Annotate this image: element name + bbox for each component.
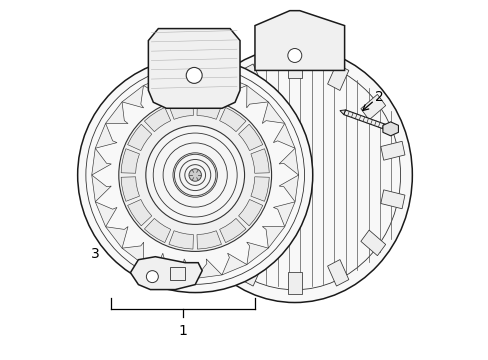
Polygon shape (240, 260, 262, 286)
Polygon shape (380, 141, 404, 160)
Circle shape (145, 126, 244, 224)
Polygon shape (122, 242, 143, 265)
Polygon shape (197, 101, 221, 119)
Polygon shape (184, 190, 208, 209)
Polygon shape (168, 101, 193, 119)
Polygon shape (327, 64, 348, 90)
Polygon shape (380, 190, 404, 209)
Polygon shape (246, 85, 268, 108)
Polygon shape (273, 123, 294, 148)
Polygon shape (203, 94, 228, 120)
Circle shape (186, 67, 202, 84)
Polygon shape (105, 226, 128, 248)
Polygon shape (240, 64, 262, 90)
Polygon shape (339, 110, 345, 114)
Polygon shape (121, 149, 139, 173)
Polygon shape (92, 175, 111, 202)
Polygon shape (360, 230, 385, 256)
Polygon shape (262, 226, 284, 248)
Polygon shape (195, 72, 222, 91)
Polygon shape (262, 102, 284, 123)
Polygon shape (238, 124, 262, 150)
Polygon shape (122, 85, 143, 108)
Ellipse shape (177, 48, 411, 302)
Polygon shape (168, 231, 193, 249)
Polygon shape (143, 253, 168, 275)
Polygon shape (254, 11, 344, 71)
Polygon shape (343, 110, 387, 130)
Polygon shape (121, 177, 139, 201)
Polygon shape (279, 148, 298, 175)
Text: 1: 1 (178, 324, 187, 338)
Polygon shape (279, 175, 298, 202)
Polygon shape (287, 273, 301, 294)
Polygon shape (327, 260, 348, 286)
Circle shape (119, 99, 271, 251)
Polygon shape (184, 141, 208, 160)
Polygon shape (168, 259, 195, 278)
Polygon shape (250, 177, 269, 201)
Polygon shape (168, 72, 195, 91)
Polygon shape (130, 257, 202, 289)
Polygon shape (148, 28, 240, 108)
Polygon shape (92, 148, 111, 175)
Polygon shape (246, 242, 268, 265)
Polygon shape (203, 230, 228, 256)
Text: 3: 3 (91, 247, 100, 261)
Polygon shape (360, 94, 385, 120)
Circle shape (188, 169, 201, 181)
Polygon shape (273, 202, 294, 227)
Polygon shape (219, 219, 245, 243)
Polygon shape (222, 75, 246, 97)
Polygon shape (197, 231, 221, 249)
Polygon shape (222, 253, 246, 275)
Polygon shape (95, 123, 117, 148)
Polygon shape (95, 202, 117, 227)
Polygon shape (219, 107, 245, 132)
Circle shape (78, 58, 312, 293)
Circle shape (287, 49, 301, 62)
Polygon shape (195, 259, 222, 278)
Polygon shape (143, 75, 168, 97)
Polygon shape (144, 219, 170, 243)
Polygon shape (144, 107, 170, 132)
Polygon shape (105, 102, 128, 123)
Circle shape (146, 271, 158, 283)
Polygon shape (238, 199, 262, 226)
Polygon shape (250, 149, 269, 173)
Polygon shape (287, 56, 301, 77)
Text: 2: 2 (374, 90, 383, 104)
Polygon shape (382, 122, 398, 136)
Polygon shape (127, 199, 151, 226)
Polygon shape (127, 124, 151, 150)
